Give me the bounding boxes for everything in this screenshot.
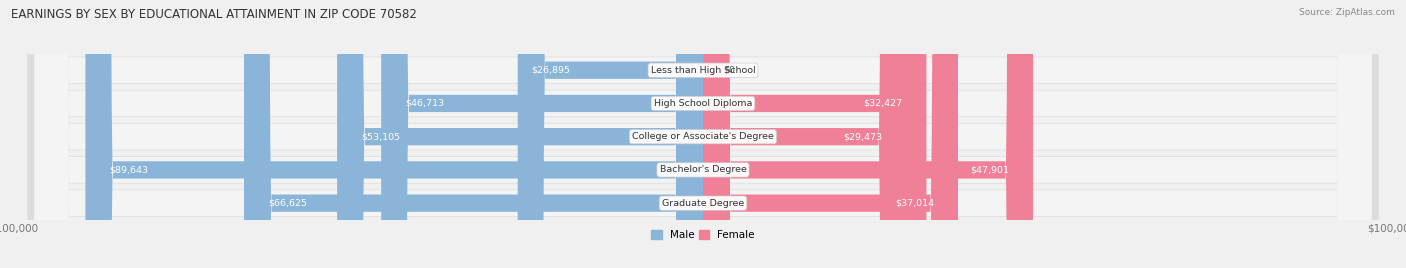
FancyBboxPatch shape [381, 0, 703, 268]
Text: EARNINGS BY SEX BY EDUCATIONAL ATTAINMENT IN ZIP CODE 70582: EARNINGS BY SEX BY EDUCATIONAL ATTAINMEN… [11, 8, 418, 21]
FancyBboxPatch shape [28, 0, 1378, 268]
Text: $89,643: $89,643 [110, 165, 149, 174]
Legend: Male, Female: Male, Female [647, 226, 759, 244]
FancyBboxPatch shape [35, 0, 1371, 268]
FancyBboxPatch shape [28, 0, 1378, 268]
FancyBboxPatch shape [703, 0, 1033, 268]
FancyBboxPatch shape [35, 0, 1371, 268]
FancyBboxPatch shape [28, 0, 1378, 268]
Text: $37,014: $37,014 [894, 199, 934, 208]
Text: $46,713: $46,713 [405, 99, 444, 108]
FancyBboxPatch shape [337, 0, 703, 268]
Text: $66,625: $66,625 [269, 199, 307, 208]
FancyBboxPatch shape [703, 0, 905, 268]
FancyBboxPatch shape [28, 0, 1378, 268]
Text: High School Diploma: High School Diploma [654, 99, 752, 108]
Text: $53,105: $53,105 [361, 132, 401, 141]
FancyBboxPatch shape [28, 0, 1378, 268]
FancyBboxPatch shape [35, 0, 1371, 268]
FancyBboxPatch shape [35, 0, 1371, 268]
Text: Source: ZipAtlas.com: Source: ZipAtlas.com [1299, 8, 1395, 17]
FancyBboxPatch shape [703, 0, 957, 268]
Text: $47,901: $47,901 [970, 165, 1010, 174]
Text: Less than High School: Less than High School [651, 66, 755, 75]
Text: $29,473: $29,473 [842, 132, 882, 141]
FancyBboxPatch shape [703, 0, 927, 268]
Text: College or Associate's Degree: College or Associate's Degree [633, 132, 773, 141]
Text: $32,427: $32,427 [863, 99, 903, 108]
FancyBboxPatch shape [86, 0, 703, 268]
Text: $26,895: $26,895 [531, 66, 571, 75]
Text: Bachelor's Degree: Bachelor's Degree [659, 165, 747, 174]
FancyBboxPatch shape [245, 0, 703, 268]
FancyBboxPatch shape [35, 0, 1371, 268]
FancyBboxPatch shape [517, 0, 703, 268]
Text: Graduate Degree: Graduate Degree [662, 199, 744, 208]
Text: $0: $0 [724, 66, 735, 75]
